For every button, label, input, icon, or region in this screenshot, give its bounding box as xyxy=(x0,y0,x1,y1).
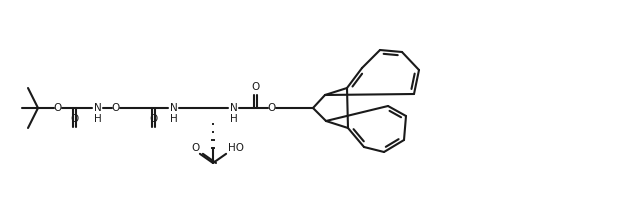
Text: O: O xyxy=(268,103,276,113)
Text: O: O xyxy=(71,114,78,124)
Text: O: O xyxy=(112,103,120,113)
Text: H: H xyxy=(230,114,238,124)
Text: O: O xyxy=(192,143,200,153)
Text: N: N xyxy=(94,103,102,113)
Text: O: O xyxy=(252,82,259,92)
Text: H: H xyxy=(94,114,102,124)
Text: N: N xyxy=(170,103,178,113)
Text: N: N xyxy=(230,103,238,113)
Text: HO: HO xyxy=(228,143,244,153)
Text: O: O xyxy=(54,103,62,113)
Text: H: H xyxy=(170,114,178,124)
Text: O: O xyxy=(150,114,158,124)
